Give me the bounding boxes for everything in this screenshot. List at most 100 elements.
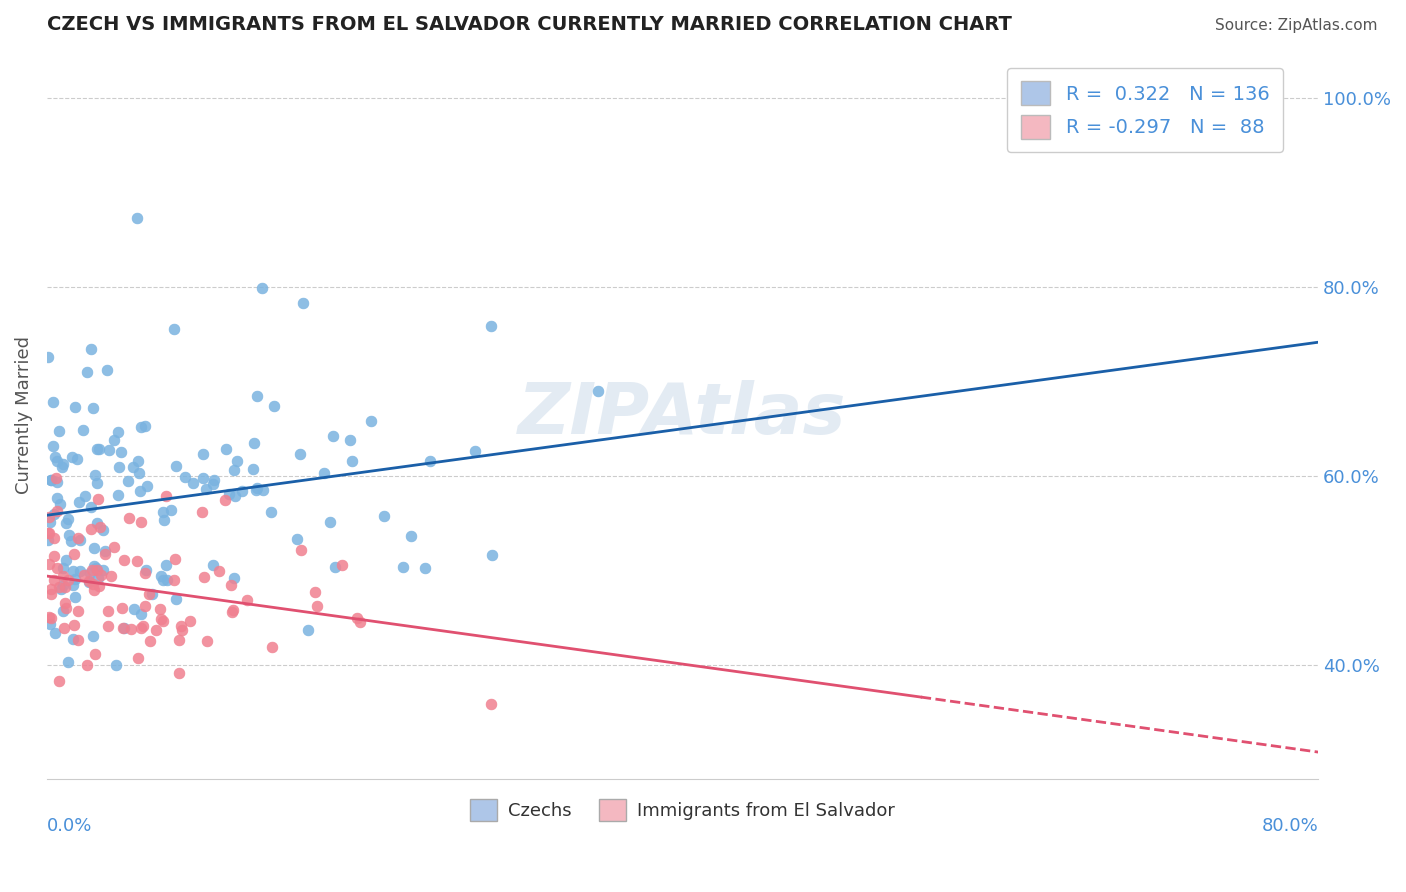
Point: [62, 578, 84, 592]
Point: [51, 459, 73, 474]
Point: [39, 474, 62, 488]
Point: [481, 548, 503, 562]
Point: [193, 471, 215, 485]
Point: [37, 525, 59, 540]
Point: [323, 559, 346, 574]
Point: [51, 457, 73, 471]
Point: [156, 574, 179, 588]
Point: [322, 429, 344, 443]
Point: [59, 534, 82, 549]
Point: [373, 509, 395, 524]
Point: [58, 512, 80, 526]
Point: [104, 657, 127, 672]
Point: [77, 574, 100, 588]
Point: [55, 553, 77, 567]
Point: [246, 482, 269, 496]
Point: [260, 640, 283, 654]
Text: Source: ZipAtlas.com: Source: ZipAtlas.com: [1215, 18, 1378, 33]
Point: [86, 516, 108, 530]
Point: [44, 626, 66, 640]
Point: [37, 533, 59, 547]
Point: [252, 483, 274, 498]
Text: ZIPAtlas: ZIPAtlas: [519, 380, 846, 450]
Point: [42, 395, 65, 409]
Point: [349, 615, 371, 629]
Point: [44, 508, 66, 522]
Point: [208, 564, 231, 578]
Point: [84, 647, 107, 661]
Point: [214, 493, 236, 508]
Point: [83, 583, 105, 598]
Point: [76, 365, 98, 379]
Point: [288, 447, 311, 461]
Point: [42, 549, 65, 563]
Point: [193, 570, 215, 584]
Point: [117, 510, 139, 524]
Point: [83, 468, 105, 483]
Point: [152, 513, 174, 527]
Point: [149, 602, 172, 616]
Text: CZECH VS IMMIGRANTS FROM EL SALVADOR CURRENTLY MARRIED CORRELATION CHART: CZECH VS IMMIGRANTS FROM EL SALVADOR CUR…: [46, 15, 1012, 34]
Point: [339, 434, 361, 448]
Point: [152, 504, 174, 518]
Point: [67, 633, 90, 648]
Point: [170, 618, 193, 632]
Point: [94, 544, 117, 558]
Point: [62, 564, 84, 578]
Point: [120, 623, 142, 637]
Point: [94, 547, 117, 561]
Point: [134, 599, 156, 613]
Point: [107, 488, 129, 502]
Point: [52, 561, 75, 575]
Point: [110, 445, 132, 459]
Point: [111, 601, 134, 615]
Text: 80.0%: 80.0%: [1261, 816, 1319, 835]
Point: [127, 554, 149, 568]
Point: [218, 486, 240, 500]
Point: [77, 575, 100, 590]
Point: [80, 522, 103, 536]
Point: [242, 462, 264, 476]
Point: [260, 504, 283, 518]
Point: [38, 515, 60, 529]
Point: [42, 574, 65, 588]
Point: [48, 424, 70, 438]
Point: [82, 401, 104, 416]
Point: [62, 632, 84, 646]
Point: [73, 489, 96, 503]
Point: [66, 452, 89, 467]
Point: [45, 491, 67, 505]
Point: [319, 515, 342, 529]
Point: [86, 491, 108, 506]
Point: [169, 665, 191, 680]
Point: [287, 532, 309, 546]
Point: [122, 602, 145, 616]
Point: [134, 418, 156, 433]
Point: [174, 470, 197, 484]
Point: [111, 621, 134, 635]
Point: [69, 533, 91, 547]
Point: [103, 433, 125, 447]
Point: [136, 478, 159, 492]
Point: [392, 560, 415, 574]
Point: [98, 443, 121, 458]
Point: [45, 471, 67, 485]
Point: [263, 399, 285, 413]
Point: [304, 585, 326, 599]
Point: [194, 482, 217, 496]
Y-axis label: Currently Married: Currently Married: [15, 335, 32, 494]
Point: [42, 531, 65, 545]
Point: [224, 463, 246, 477]
Point: [169, 632, 191, 647]
Point: [55, 601, 77, 615]
Point: [236, 592, 259, 607]
Point: [82, 629, 104, 643]
Point: [52, 569, 75, 583]
Point: [297, 623, 319, 637]
Point: [82, 577, 104, 591]
Point: [38, 526, 60, 541]
Point: [37, 351, 59, 365]
Point: [91, 523, 114, 537]
Point: [127, 211, 149, 225]
Point: [39, 587, 62, 601]
